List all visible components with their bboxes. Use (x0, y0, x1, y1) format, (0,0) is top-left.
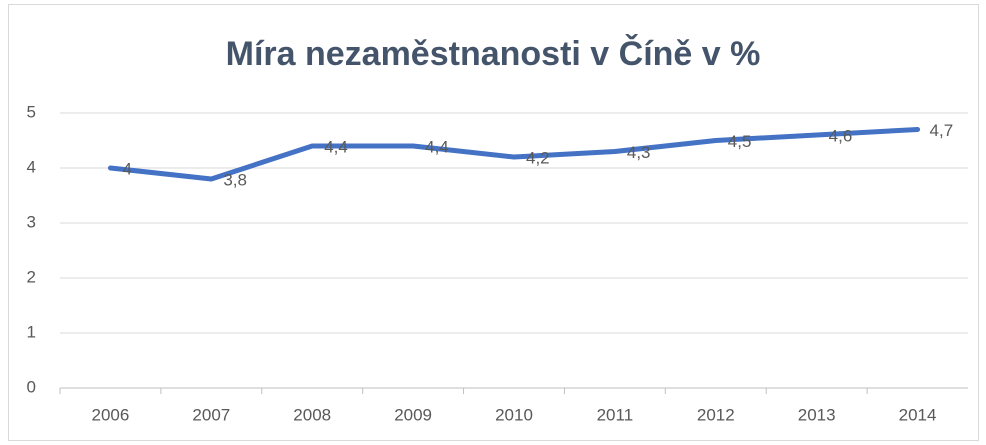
x-tick-label: 2012 (697, 405, 735, 424)
x-tick-label: 2006 (92, 405, 130, 424)
chart-title: Míra nezaměstnanosti v Číně v % (226, 34, 761, 73)
y-tick-label: 3 (27, 212, 36, 231)
data-label: 4,5 (728, 132, 752, 151)
x-tick-label: 2007 (192, 405, 230, 424)
y-tick-label: 2 (27, 267, 36, 286)
data-label: 4,7 (930, 121, 954, 140)
data-label: 4,4 (324, 137, 348, 156)
data-label: 4,3 (627, 143, 651, 162)
data-label: 3,8 (223, 170, 247, 189)
y-tick-label: 0 (27, 377, 36, 396)
x-tick-label: 2010 (495, 405, 533, 424)
x-tick-label: 2013 (798, 405, 836, 424)
x-tick-label: 2011 (597, 405, 634, 424)
data-label: 4,6 (829, 126, 853, 145)
y-tick-label: 1 (27, 322, 36, 341)
x-tick-label: 2009 (394, 405, 432, 424)
y-tick-label: 5 (27, 102, 36, 121)
y-tick-label: 4 (27, 157, 36, 176)
x-tick-label: 2014 (899, 405, 937, 424)
data-label: 4 (122, 159, 131, 178)
data-label: 4,2 (526, 148, 550, 167)
x-tick-label: 2008 (293, 405, 331, 424)
line (107, 127, 921, 182)
data-label: 4,4 (425, 137, 449, 156)
